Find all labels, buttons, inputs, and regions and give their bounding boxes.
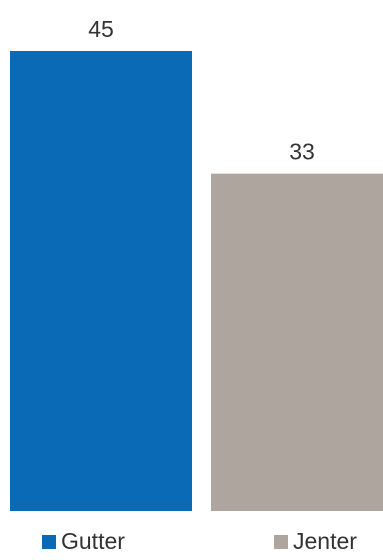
legend-label-jenter: Jenter — [293, 528, 357, 554]
legend-label-gutter: Gutter — [61, 528, 125, 554]
legend-item-jenter: Jenter — [274, 528, 357, 554]
legend-swatch-gutter — [42, 535, 56, 549]
bars-group — [10, 51, 383, 511]
bar-jenter — [211, 173, 383, 511]
legend-swatch-jenter — [274, 535, 288, 549]
data-labels-group: 45 33 — [88, 16, 315, 165]
legend-item-gutter: Gutter — [42, 528, 125, 554]
data-label-jenter: 33 — [289, 139, 315, 165]
legend: Gutter Jenter — [42, 528, 357, 554]
bar-gutter — [10, 51, 192, 511]
data-label-gutter: 45 — [88, 16, 114, 42]
